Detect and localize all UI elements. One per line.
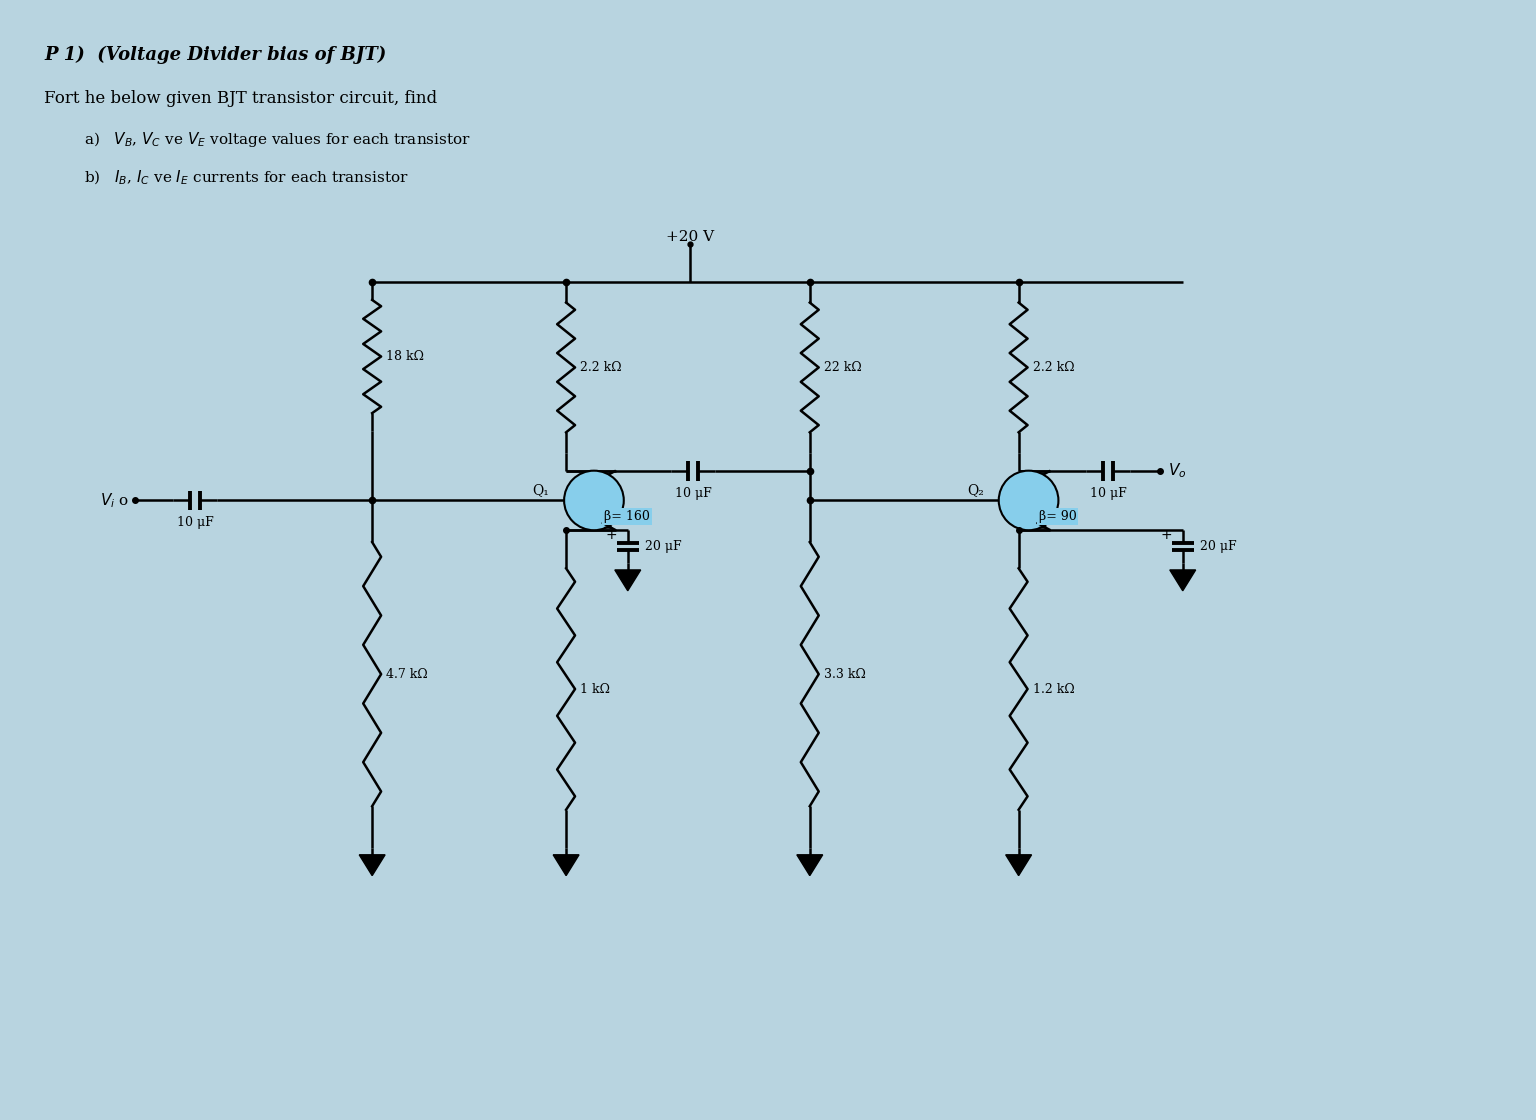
Text: +20 V: +20 V [667,231,714,244]
Text: 20 μF: 20 μF [645,540,682,553]
Text: 4.7 kΩ: 4.7 kΩ [386,668,429,681]
Text: β= 160: β= 160 [604,511,650,523]
Text: Q₁: Q₁ [533,484,548,497]
Text: 10 μF: 10 μF [674,486,711,500]
Text: 2.2 kΩ: 2.2 kΩ [581,361,622,374]
Circle shape [998,470,1058,530]
Polygon shape [1170,570,1195,590]
Text: 3.3 kΩ: 3.3 kΩ [823,668,866,681]
Text: P 1)  (Voltage Divider bias of BJT): P 1) (Voltage Divider bias of BJT) [45,46,386,64]
Text: $V_o$: $V_o$ [1167,461,1186,480]
Polygon shape [797,855,823,876]
Text: β= 90: β= 90 [1038,511,1077,523]
Polygon shape [553,855,579,876]
Text: 1 kΩ: 1 kΩ [581,682,610,696]
Polygon shape [614,570,641,590]
Text: 1.2 kΩ: 1.2 kΩ [1032,682,1074,696]
Text: 2.2 kΩ: 2.2 kΩ [1032,361,1074,374]
Text: Fort he below given BJT transistor circuit, find: Fort he below given BJT transistor circu… [45,90,438,106]
Text: +: + [605,529,616,542]
Text: $V_i$ o: $V_i$ o [100,491,129,510]
Text: 20 μF: 20 μF [1200,540,1236,553]
Text: +: + [1160,529,1172,542]
Text: 10 μF: 10 μF [1089,486,1126,500]
Text: 22 kΩ: 22 kΩ [823,361,862,374]
Text: b)   $I_B$, $I_C$ ve $I_E$ currents for each transistor: b) $I_B$, $I_C$ ve $I_E$ currents for ea… [84,169,409,187]
Text: a)   $V_B$, $V_C$ ve $V_E$ voltage values for each transistor: a) $V_B$, $V_C$ ve $V_E$ voltage values … [84,130,470,149]
Text: 18 kΩ: 18 kΩ [386,351,424,363]
Text: 10 μF: 10 μF [177,516,214,530]
Polygon shape [1006,855,1032,876]
Polygon shape [359,855,386,876]
Text: Q₂: Q₂ [968,484,983,497]
Circle shape [564,470,624,530]
